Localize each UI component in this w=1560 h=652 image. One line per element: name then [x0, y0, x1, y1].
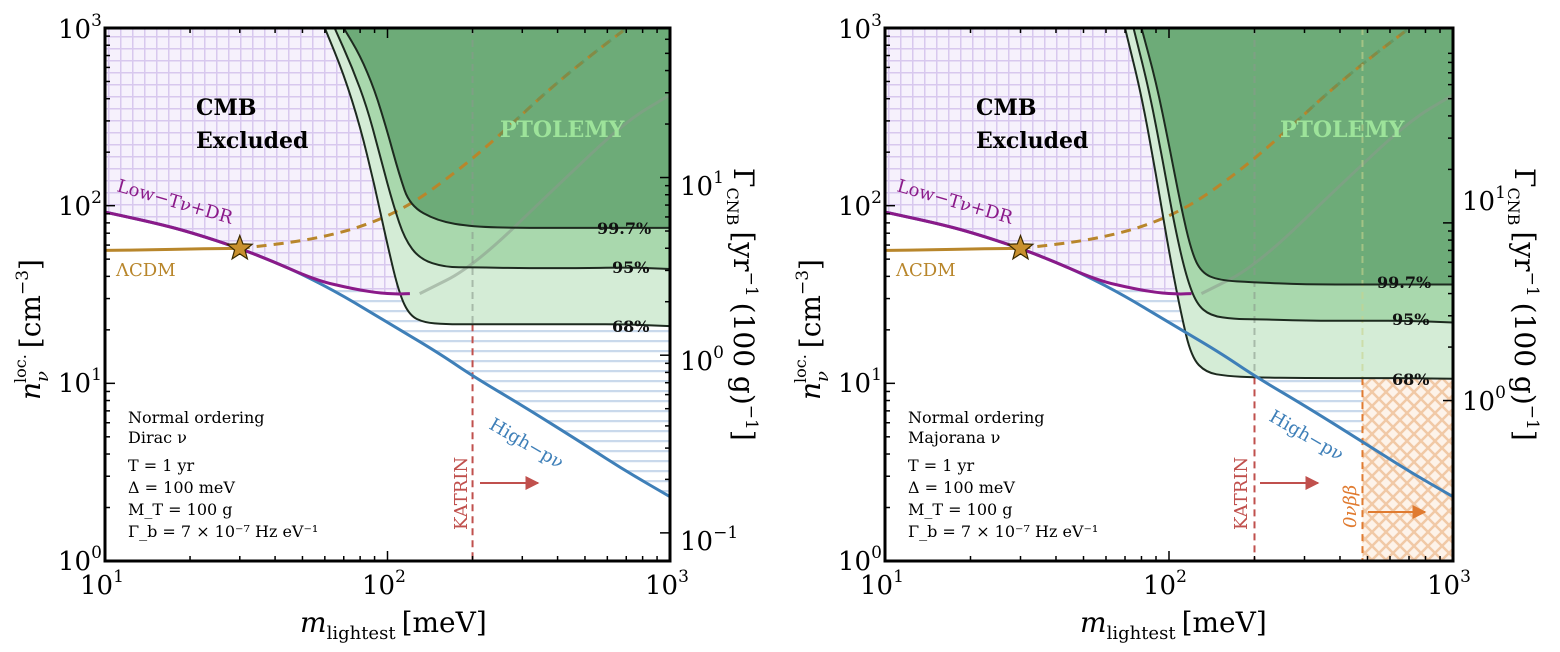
ptolemy-label-left: PTOLEMY — [500, 117, 625, 143]
lambda-cdm-star-marker-left — [225, 233, 254, 261]
y-axis-label-right: nνloc.[cm−3] — [791, 259, 833, 400]
cmb-excluded-label-line2-left: Excluded — [196, 128, 308, 154]
lambda-cdm-dashed-in-contour-right — [1280, 28, 1413, 137]
faint-gray-curve-right — [1200, 93, 1453, 295]
y-tick-label-100-right: 102 — [838, 188, 882, 222]
lambda-cdm-label-left: ΛCDM — [115, 260, 176, 281]
param-time-right: T = 1 yr — [908, 456, 975, 475]
y-tick-label-100-left: 102 — [58, 188, 102, 222]
cmb-excluded-region-right — [885, 28, 1252, 294]
x-tick-label-1000-right: 103 — [1427, 567, 1471, 601]
contour-95-line-right — [1132, 28, 1453, 324]
x-axis-label-left: mlightest [meV] — [300, 606, 487, 644]
contour-68-line-left — [323, 28, 670, 328]
contour-label-68-right: 68% — [1392, 370, 1429, 389]
tick-marks-left — [104, 27, 671, 562]
contour-95-line-left — [333, 28, 670, 270]
y-tick-label-1000-left: 103 — [58, 11, 102, 45]
right-axis-label-left: ΓCNB[yr−1(100 g)−1] — [723, 168, 761, 441]
neutrino-type-note-left: Dirac ν — [128, 428, 187, 447]
faint-gray-curve-left — [419, 93, 670, 295]
x-tick-label-100-right: 102 — [1143, 567, 1187, 601]
ordering-note-right: Normal ordering — [908, 408, 1045, 427]
y-tick-label-10-right: 101 — [838, 365, 882, 399]
param-delta-right: Δ = 100 meV — [908, 478, 1015, 497]
cmb-excluded-label-line2-right: Excluded — [976, 128, 1088, 154]
param-background-right: Γ_b = 7 × 10⁻⁷ Hz eV⁻¹ — [908, 522, 1098, 541]
lambda-cdm-curve-right — [885, 246, 1021, 252]
contour-label-68-left: 68% — [612, 317, 649, 336]
x-axis-label-right: mlightest [meV] — [1080, 606, 1267, 644]
lambda-cdm-curve-left — [105, 246, 240, 252]
param-time-left: T = 1 yr — [128, 456, 195, 475]
cmb-excluded-label-line1-right: CMB — [976, 95, 1036, 121]
y-tick-label-1000-right: 103 — [838, 11, 882, 45]
y-tick-label-1-left: 100 — [58, 543, 102, 577]
neutrino-type-note-right: Majorana ν — [908, 428, 1000, 447]
right-tick-label-1-right: 100 — [1462, 383, 1506, 417]
param-background-left: Γ_b = 7 × 10⁻⁷ Hz eV⁻¹ — [128, 522, 318, 541]
lambda-cdm-star-marker-right — [1006, 233, 1035, 261]
y-axis-label-left: nνloc.[cm−3] — [11, 259, 53, 400]
contour-997-line-left — [342, 28, 670, 229]
x-tick-label-1000-left: 103 — [645, 567, 689, 601]
lambda-cdm-dashed-left — [239, 28, 630, 250]
right-tick-label-10-left: 101 — [680, 168, 724, 202]
param-mass-right: M_T = 100 g — [908, 500, 1013, 519]
y-tick-label-1-right: 100 — [838, 543, 882, 577]
katrin-label-left: KATRIN — [451, 457, 472, 530]
x-tick-label-10-left: 101 — [80, 567, 124, 601]
contour-997-line-right — [1140, 28, 1453, 286]
cmb-excluded-region-left — [105, 28, 470, 294]
contour-label-95-right: 95% — [1392, 310, 1429, 329]
contour-68-line-right — [1124, 28, 1453, 380]
x-tick-label-100-left: 102 — [362, 567, 406, 601]
lambda-cdm-label-right: ΛCDM — [895, 260, 956, 281]
x-tick-label-10-right: 101 — [860, 567, 904, 601]
panel-right: 101 102 103 100 101 102 103 101 100 mlig… — [791, 11, 1542, 644]
right-tick-label-01-left: 10−1 — [680, 523, 738, 557]
low-t-dr-curve-right — [885, 210, 1192, 296]
cmb-excluded-label-line1-left: CMB — [196, 95, 256, 121]
tick-marks-right — [884, 27, 1454, 562]
y-tick-label-10-left: 101 — [58, 365, 102, 399]
right-axis-label-right: ΓCNB[yr−1(100 g)−1] — [1504, 168, 1542, 441]
param-mass-left: M_T = 100 g — [128, 500, 233, 519]
right-tick-label-10-right: 101 — [1462, 183, 1506, 217]
lambda-cdm-dashed-in-contour-left — [498, 28, 630, 137]
katrin-label-right: KATRIN — [1231, 457, 1252, 530]
contour-997-fill-right — [1141, 28, 1453, 285]
lambda-cdm-dashed-right — [1020, 28, 1413, 250]
param-delta-left: Δ = 100 meV — [128, 478, 235, 497]
contour-label-997-left: 99.7% — [597, 219, 651, 238]
zero-nu-beta-beta-label-right: 0νββ — [1340, 485, 1361, 528]
contour-label-997-right: 99.7% — [1377, 273, 1431, 292]
contour-label-95-left: 95% — [612, 258, 649, 277]
ordering-note-left: Normal ordering — [128, 408, 265, 427]
right-tick-label-1-left: 100 — [680, 343, 724, 377]
ptolemy-label-right: PTOLEMY — [1280, 117, 1405, 143]
low-t-dr-curve-left — [105, 210, 410, 296]
panel-left: 101 102 103 100 101 102 103 101 100 10−1… — [11, 11, 761, 644]
